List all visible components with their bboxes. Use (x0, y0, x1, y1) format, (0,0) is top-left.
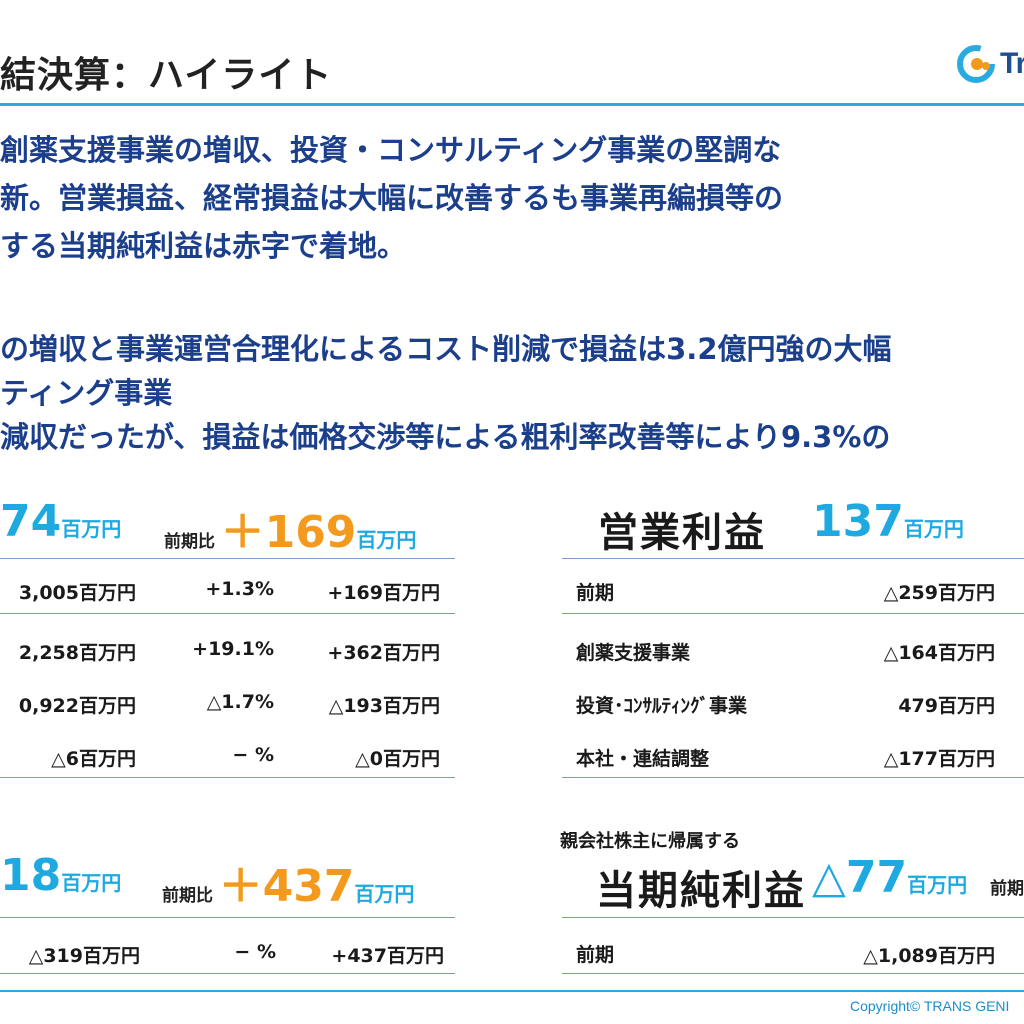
revenue-unit: 百万円 (61, 517, 122, 541)
revenue-amount: 2,258百万円 (18, 642, 136, 664)
summary-line: 新。営業損益、経常損益は大幅に改善するも事業再編損等の (0, 181, 784, 215)
divider (0, 613, 455, 614)
operating-profit-row-amount: 479百万円 (898, 695, 995, 717)
company-logo: Tr (956, 44, 1024, 84)
detail-line: 減収だったが、損益は価格交渉等による粗利率改善等により9.3%の (0, 420, 891, 454)
net-income-unit: 百万円 (907, 873, 968, 897)
divider (0, 917, 455, 918)
operating-profit-unit: 百万円 (903, 517, 964, 541)
detail-line: の増収と事業運営合理化によるコスト削減で損益は3.2億円強の大幅 (0, 332, 892, 366)
summary-text: 創薬支援事業の増収、投資・コンサルティング事業の堅調な 新。営業損益、経常損益は… (0, 126, 783, 270)
divider (562, 777, 1024, 778)
copyright-text: Copyright© TRANS GENI (850, 998, 1010, 1014)
footer-divider (0, 990, 1024, 992)
operating-profit-row-amount: △259百万円 (883, 582, 995, 604)
logo-text: Tr (1000, 47, 1024, 80)
ordinary-profit-unit: 百万円 (61, 871, 122, 895)
operating-profit-row-label: 創薬支援事業 (576, 642, 691, 664)
operating-profit-row-amount: △177百万円 (883, 748, 995, 770)
summary-line: する当期純利益は赤字で着地。 (0, 229, 407, 263)
operating-profit-row-label: 本社・連結調整 (576, 748, 710, 770)
operating-profit-label: 営業利益 (598, 510, 766, 556)
operating-profit-row-label: 前期 (576, 582, 615, 604)
revenue-rate: − % (232, 744, 274, 766)
ordinary-diff-value: ＋437 (218, 861, 355, 912)
revenue-value: 74 (0, 496, 62, 547)
ordinary-profit-value: 18 (0, 850, 62, 901)
revenue-rate: +1.3% (205, 578, 274, 600)
ordinary-profit-headline: 18百万円 (0, 850, 121, 901)
divider (562, 973, 1024, 974)
operating-profit-row-amount: △164百万円 (883, 642, 995, 664)
divider (0, 973, 455, 974)
ordinary-rate: − % (234, 941, 276, 963)
revenue-rate: △1.7% (206, 691, 274, 713)
net-income-diff-label: 前期 (990, 879, 1024, 899)
net-income-row-label: 前期 (576, 944, 615, 966)
divider (0, 558, 455, 559)
divider (562, 917, 1024, 918)
revenue-change: △0百万円 (355, 748, 440, 770)
operating-profit-value: 137 (812, 496, 904, 547)
ordinary-change: +437百万円 (331, 945, 444, 967)
revenue-change: △193百万円 (328, 695, 440, 717)
detail-line: ティング事業 (0, 376, 173, 410)
net-income-parent-label: 親会社株主に帰属する (560, 831, 740, 852)
ordinary-profit-diff: 前期比 ＋437百万円 (162, 850, 414, 914)
net-income-label: 当期純利益 (596, 868, 806, 914)
net-income-row-amount: △1,089百万円 (863, 945, 995, 967)
page-title: 結決算：ハイライト (0, 55, 333, 96)
operating-profit-headline: 137百万円 (812, 496, 964, 547)
revenue-diff: 前期比 ＋169百万円 (164, 496, 416, 560)
ordinary-diff-unit: 百万円 (354, 882, 415, 906)
revenue-diff-label: 前期比 (164, 532, 215, 552)
detail-text: の増収と事業運営合理化によるコスト削減で損益は3.2億円強の大幅 ティング事業 … (0, 327, 892, 459)
revenue-amount: 3,005百万円 (18, 582, 136, 604)
revenue-amount: 0,922百万円 (18, 695, 136, 717)
operating-profit-row-label: 投資･ｺﾝｻﾙﾃｨﾝｸﾞ事業 (576, 695, 748, 717)
net-income-headline: △77百万円 (812, 852, 967, 903)
summary-line: 創薬支援事業の増収、投資・コンサルティング事業の堅調な (0, 133, 782, 167)
title-divider (0, 103, 1024, 106)
revenue-diff-unit: 百万円 (356, 528, 417, 552)
net-income-diff: 前期 (990, 874, 1024, 899)
ordinary-diff-label: 前期比 (162, 886, 213, 906)
net-income-value: △77 (812, 852, 908, 903)
revenue-diff-value: ＋169 (220, 507, 357, 558)
ordinary-amount: △319百万円 (28, 945, 140, 967)
revenue-headline: 74百万円 (0, 496, 121, 547)
divider (562, 613, 1024, 614)
divider (562, 558, 1024, 559)
revenue-change: +362百万円 (327, 642, 440, 664)
revenue-amount: △6百万円 (51, 748, 136, 770)
revenue-change: +169百万円 (327, 582, 440, 604)
trans-genic-logo-icon (956, 44, 996, 84)
revenue-rate: +19.1% (192, 638, 274, 660)
divider (0, 777, 455, 778)
